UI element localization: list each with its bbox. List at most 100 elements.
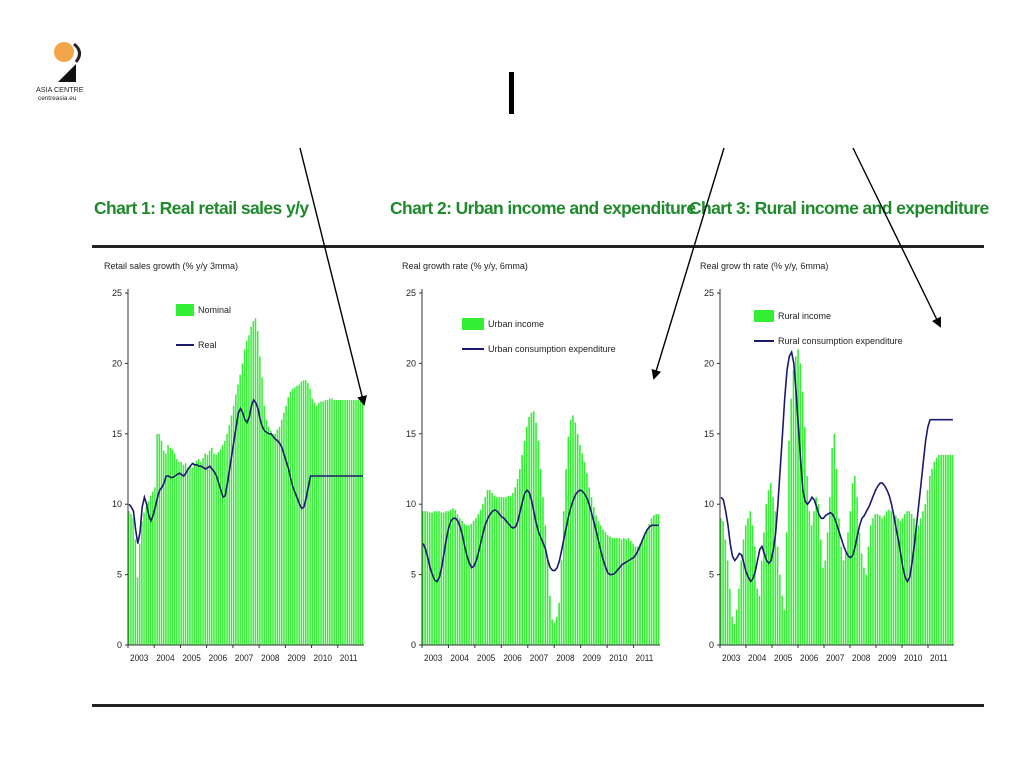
bar — [881, 518, 883, 645]
bottom-rule — [92, 704, 984, 707]
bar — [935, 457, 938, 645]
bar — [922, 511, 924, 645]
bar — [322, 401, 324, 645]
chart-1-panel: Retail sales growth (% y/y 3mma) 0 5 10 15 20… — [104, 261, 364, 663]
bar — [329, 398, 331, 645]
bar — [267, 426, 270, 645]
bar — [733, 623, 736, 645]
bar — [931, 469, 933, 645]
bar — [475, 518, 477, 645]
bar — [901, 518, 904, 645]
bar — [523, 440, 526, 645]
bar — [933, 461, 936, 645]
bar — [250, 326, 252, 645]
bar — [867, 546, 870, 645]
bar — [241, 363, 244, 645]
bar — [128, 511, 130, 645]
chart-1-title: Chart 1: Real retail sales y/y — [94, 198, 309, 218]
y-tick-label: 15 — [112, 429, 122, 439]
bar — [211, 447, 213, 645]
bar — [339, 400, 342, 645]
bar — [744, 525, 747, 645]
bar — [452, 508, 454, 645]
bar — [625, 539, 627, 645]
bar — [355, 400, 357, 645]
bar — [851, 483, 854, 645]
bar — [243, 349, 246, 645]
bar — [468, 525, 470, 645]
bar — [449, 509, 452, 645]
bar — [167, 445, 169, 645]
bar — [949, 454, 952, 645]
bar — [756, 588, 758, 645]
bar — [333, 400, 335, 645]
chart-2-panel: Real growth rate (% y/y, 6mma) 0 5 10 15 20 25… — [402, 261, 660, 663]
legend-label: Urban income — [488, 319, 544, 329]
bar — [581, 453, 584, 645]
bar — [482, 504, 484, 645]
bar — [235, 394, 237, 645]
bar — [731, 616, 733, 645]
bar — [461, 521, 463, 645]
x-tick-label: 2008 — [261, 653, 280, 663]
bar — [947, 454, 949, 645]
x-tick-label: 2004 — [450, 653, 469, 663]
bar — [546, 560, 549, 645]
bar — [189, 466, 191, 645]
bar — [337, 400, 340, 645]
bar — [495, 497, 498, 645]
bar — [484, 497, 486, 645]
bar — [590, 497, 593, 645]
bar — [815, 497, 817, 645]
bar — [774, 511, 777, 645]
bar — [783, 609, 786, 645]
chart-3-title: Chart 3: Rural income and expenditure — [689, 198, 989, 218]
bar — [307, 383, 309, 645]
bar — [838, 518, 840, 645]
x-tick-label: 2005 — [182, 653, 201, 663]
bar — [424, 511, 426, 645]
bar — [810, 525, 813, 645]
bar — [556, 616, 558, 645]
bar — [232, 405, 235, 645]
bar — [431, 512, 433, 645]
bar — [136, 577, 139, 645]
bar — [653, 515, 655, 645]
bar — [574, 422, 577, 645]
bar — [152, 491, 154, 645]
bar — [208, 450, 211, 645]
x-tick-label: 2009 — [287, 653, 306, 663]
unit-label: Real grow th rate (% y/y, 6mma) — [700, 261, 828, 271]
bar — [817, 504, 820, 645]
bar — [278, 426, 281, 645]
bar — [720, 518, 722, 645]
bar — [191, 467, 193, 645]
bar — [489, 490, 491, 645]
x-tick-label: 2010 — [314, 653, 333, 663]
bar — [519, 469, 521, 645]
arrow-to-chart-1 — [299, 147, 367, 406]
x-tick-label: 2005 — [477, 653, 496, 663]
bar — [272, 433, 274, 645]
bar — [865, 574, 867, 645]
bar — [149, 495, 152, 645]
bar — [160, 440, 163, 645]
bar — [747, 518, 749, 645]
legend-swatch-bar — [462, 318, 484, 330]
bar — [324, 400, 327, 645]
bar — [919, 518, 922, 645]
bar — [479, 509, 482, 645]
bar — [776, 546, 779, 645]
bar — [248, 335, 250, 645]
bar — [906, 511, 908, 645]
bar — [641, 539, 644, 645]
bar — [285, 405, 287, 645]
bar — [130, 514, 132, 645]
bar — [505, 497, 507, 645]
bar — [910, 514, 913, 645]
bar — [879, 515, 881, 645]
bar — [913, 518, 915, 645]
bar — [735, 609, 738, 645]
bar — [831, 447, 833, 645]
bar — [302, 380, 305, 645]
